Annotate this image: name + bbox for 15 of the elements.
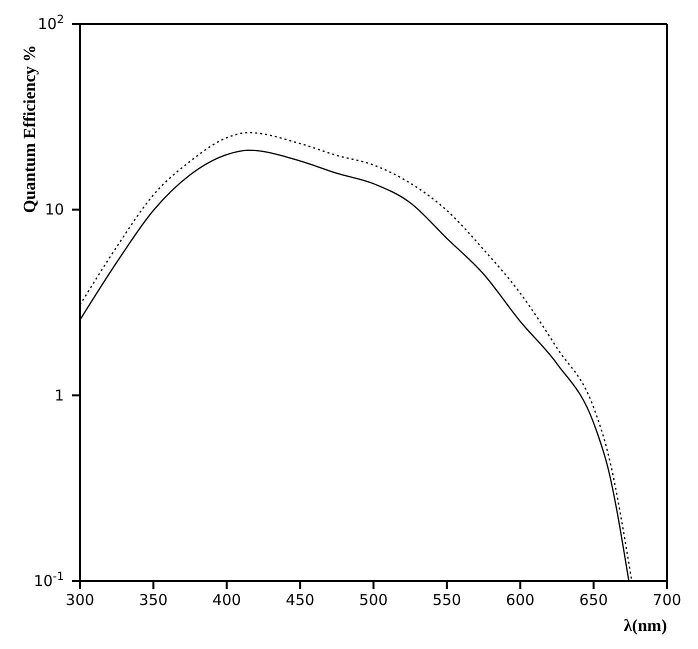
y-tick-label: 1 [54, 386, 64, 404]
x-tick-label: 300 [66, 591, 94, 609]
x-tick-label: 650 [579, 591, 608, 609]
x-tick-label: 450 [286, 591, 314, 609]
y-tick-label: 10 [44, 200, 64, 219]
x-tick-label: 700 [652, 591, 682, 609]
x-tick-label: 400 [212, 591, 242, 609]
x-tick-label: 550 [432, 591, 462, 609]
y-axis-title: Quantum Efficiency % [20, 44, 40, 214]
x-tick-label: 600 [506, 591, 535, 609]
y-tick-label: 10$^{2}$ [38, 12, 64, 33]
y-tick-label: 10$^{-1}$ [34, 570, 64, 590]
x-tick-label: 500 [359, 591, 388, 609]
x-axis-title: λ(nm) [624, 616, 667, 635]
x-tick-label: 350 [139, 591, 168, 609]
